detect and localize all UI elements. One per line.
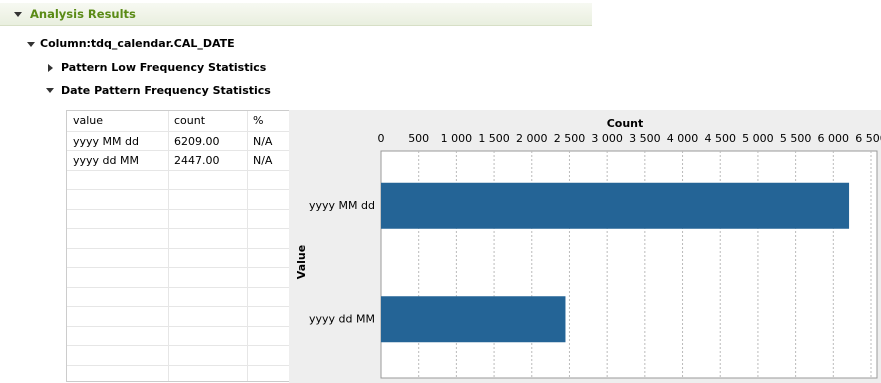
x-tick-label: 0 [378,132,385,145]
column-header: count [174,114,206,127]
column-line [168,111,169,381]
row-line [67,306,290,307]
section-title: Analysis Results [30,7,136,21]
y-axis-title: Value [295,245,308,279]
expand-icon[interactable] [27,42,35,47]
x-axis-title: Count [607,117,644,130]
collapse-icon[interactable] [48,64,53,72]
chart: Count Value 0 500 1 000 1 500 2 000 2 500 3 00… [289,110,881,383]
row-line [67,189,290,190]
row-line [67,169,290,171]
column-line [247,111,248,381]
tree-item[interactable]: Date Pattern Frequency Statistics [61,84,271,97]
row-line [67,130,290,132]
x-tick-label: 5 500 [780,132,812,145]
table-cell: yyyy MM dd [73,134,139,148]
row-line [67,325,290,327]
bar [381,296,566,343]
x-tick-label: 4 000 [667,132,699,145]
row-line [67,345,290,346]
row-line [67,364,290,366]
row-line [67,247,290,249]
row-line [67,286,290,288]
row-line [67,208,290,210]
x-tick-label: 500 [408,132,429,145]
x-tick-label: 3 000 [591,132,623,145]
bar [381,182,850,229]
y-tick-label: yyyy MM dd [309,199,375,212]
table-cell: N/A [253,134,273,148]
row-line [67,267,290,268]
x-tick-label: 6 000 [818,132,850,145]
table-cell: yyyy dd MM [73,154,139,167]
tree-item[interactable]: Pattern Low Frequency Statistics [61,61,267,74]
column-header: value [73,114,104,127]
x-tick-label: 1 500 [478,132,510,145]
y-tick-label: yyyy dd MM [309,312,375,325]
x-tick-label: 1 000 [441,132,473,145]
x-tick-label: 6 500 [855,132,881,145]
row-line [67,150,290,151]
section-header[interactable]: Analysis Results [0,3,592,26]
table-cell: 6209.00 [174,134,220,148]
table-cell: 2447.00 [174,154,220,167]
x-tick-label: 3 500 [629,132,661,145]
data-table: value count% yyyy MM dd 6209.00 N/A yyyy dd M… [66,110,291,382]
expand-icon[interactable] [46,88,54,93]
column-node[interactable]: Column:tdq_calendar.CAL_DATE [40,37,235,50]
x-tick-label: 4 500 [704,132,736,145]
x-tick-label: 2 000 [516,132,548,145]
x-tick-label: 2 500 [554,132,586,145]
column-header: % [253,114,264,127]
table-cell: N/A [253,154,273,167]
x-tick-label: 5 000 [742,132,774,145]
row-line [67,228,290,229]
expand-icon [14,12,22,17]
